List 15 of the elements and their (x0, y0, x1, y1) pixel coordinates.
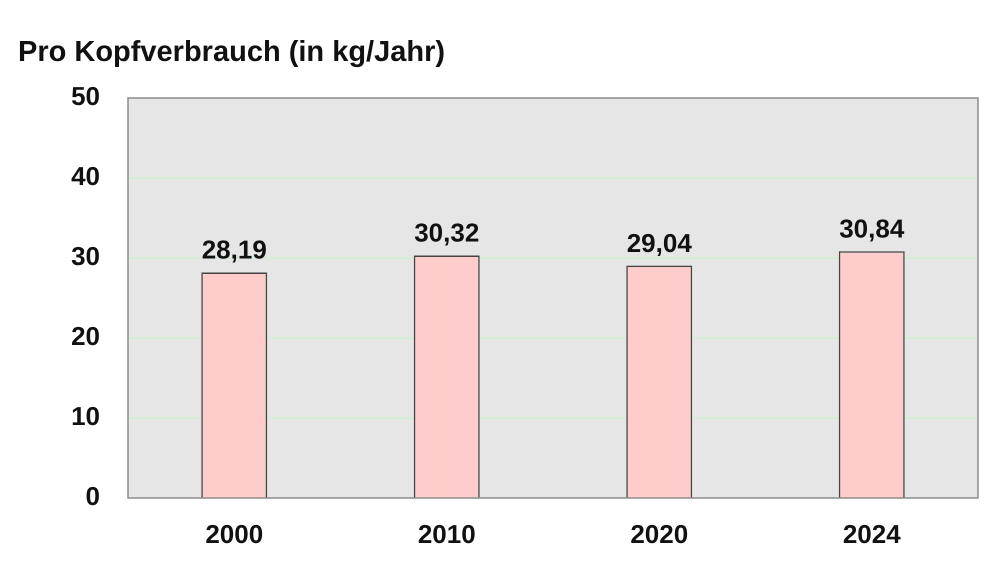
chart-title: Pro Kopfverbrauch (in kg/Jahr) (18, 36, 446, 69)
x-tick-label: 2010 (418, 518, 476, 549)
y-tick-label: 10 (71, 401, 100, 432)
data-label: 28,19 (202, 234, 267, 265)
y-tick-label: 0 (86, 481, 100, 512)
data-label: 30,84 (839, 213, 905, 244)
y-tick-label: 20 (71, 321, 100, 352)
y-tick-label: 40 (71, 161, 100, 192)
data-label: 29,04 (626, 228, 692, 258)
x-tick-label: 2024 (842, 518, 902, 549)
y-tick-label: 50 (71, 81, 100, 112)
x-tick-label: 2000 (205, 518, 264, 549)
x-tick-label: 2020 (630, 518, 688, 549)
data-label: 30,32 (414, 218, 480, 248)
y-tick-label: 30 (71, 241, 100, 272)
